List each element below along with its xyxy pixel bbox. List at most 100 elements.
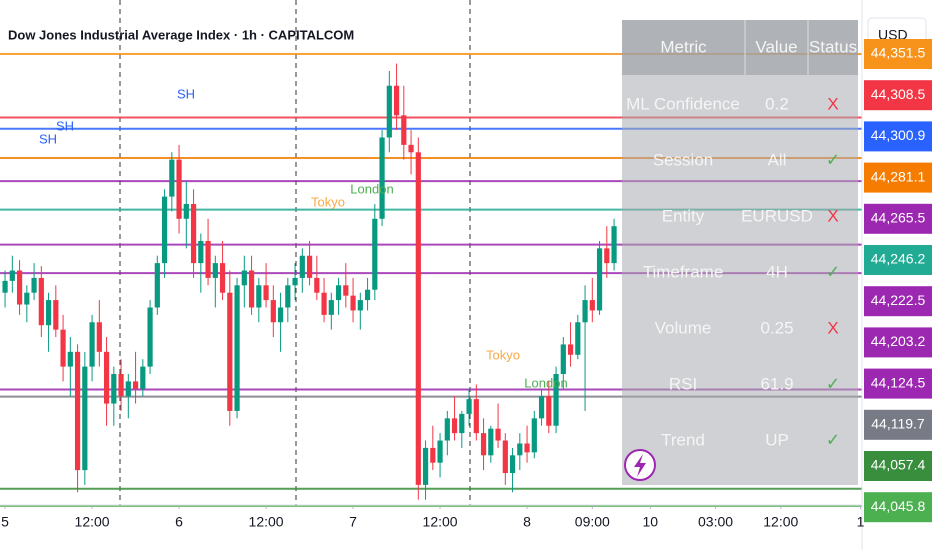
metric-value: All xyxy=(768,150,787,169)
candle-body xyxy=(444,418,450,441)
price-tag-label: 44,308.5 xyxy=(871,86,926,102)
price-tag xyxy=(864,327,932,358)
candle-body xyxy=(335,285,342,301)
price-tag-label: 44,281.1 xyxy=(871,168,926,184)
candle-body xyxy=(140,366,146,389)
metric-name: ML Confidence xyxy=(626,94,740,113)
price-tag xyxy=(864,492,932,523)
candle-body xyxy=(386,85,392,138)
candle-body xyxy=(219,263,226,293)
candle-body xyxy=(67,351,73,367)
price-tags: 44,351.5 44,308.5 44,300.9 44,281.1 44,265.5… xyxy=(864,39,932,523)
candle-body xyxy=(31,277,37,293)
alert-bolt xyxy=(634,454,646,477)
candle-body xyxy=(538,396,545,419)
candle-body xyxy=(553,374,559,426)
price-tag-label: 44,222.5 xyxy=(871,292,926,308)
metric-status: ✓ xyxy=(826,374,840,393)
candle-body xyxy=(299,255,305,278)
metric-status: ✓ xyxy=(826,150,840,169)
x-tick-label: 12:00 xyxy=(75,514,110,530)
price-tag-label: 44,045.8 xyxy=(871,498,926,514)
candle-body xyxy=(292,277,298,286)
x-tick-label: 09:00 xyxy=(575,514,610,530)
candle-body xyxy=(147,307,153,367)
candle-body xyxy=(183,204,189,219)
price-tag-label: 44,057.4 xyxy=(871,457,926,473)
candle-body xyxy=(256,285,262,308)
metric-status: X xyxy=(827,206,838,225)
metric-value: 0.2 xyxy=(765,94,789,113)
candle-body xyxy=(270,300,276,323)
currency: USD xyxy=(878,27,908,43)
candle-body xyxy=(111,374,117,404)
candle-body xyxy=(343,285,349,296)
candle-body xyxy=(567,344,574,355)
metric-name: Entity xyxy=(662,206,705,225)
candle-body xyxy=(422,447,429,485)
x-tick-label: 12:00 xyxy=(249,514,284,530)
price-tag xyxy=(864,121,932,152)
candle-body xyxy=(357,300,363,311)
x-tick-label: 12:00 xyxy=(423,514,458,530)
x-tick-label: 12:00 xyxy=(763,514,798,530)
table-header-bg xyxy=(622,20,858,75)
x-tick-label: 10 xyxy=(643,514,659,530)
x-tick-label: 7 xyxy=(349,514,357,530)
table-body xyxy=(622,20,858,485)
annotation: London xyxy=(350,181,393,196)
candle-body xyxy=(161,196,168,264)
candle-body xyxy=(596,248,603,311)
price-tag-label: 44,119.7 xyxy=(871,416,925,432)
session-separators xyxy=(119,0,471,505)
metric-status: ✓ xyxy=(826,430,840,449)
candle-body xyxy=(560,344,566,374)
candle-body xyxy=(176,159,182,219)
candle-body xyxy=(372,218,378,290)
chart-title: Dow Jones Industrial Average Index · 1h … xyxy=(8,27,354,42)
price-tag xyxy=(864,451,932,481)
metric-status: X xyxy=(827,318,838,337)
candle-body xyxy=(125,381,131,397)
candle-body xyxy=(350,295,356,311)
candle-body xyxy=(408,144,414,153)
x-tick-label: 5 xyxy=(1,514,9,530)
metric-value: UP xyxy=(765,430,789,449)
price-tag xyxy=(864,245,932,275)
candle-body xyxy=(430,447,436,463)
metric-name: Trend xyxy=(661,430,705,449)
candle-body xyxy=(103,351,110,404)
price-tag xyxy=(864,80,932,111)
x-axis: 5 12:00 6 12:00 7 12:00 8 09:00 10 03:00 12:00 1 xyxy=(1,505,865,530)
annotation: SH xyxy=(56,118,74,133)
price-tag xyxy=(864,368,932,399)
x-tick-label: 03:00 xyxy=(698,514,733,530)
price-tag-label: 44,351.5 xyxy=(871,45,926,61)
candle-body xyxy=(415,152,421,485)
x-tick-label: 1 xyxy=(857,514,865,530)
candle-body xyxy=(517,443,523,456)
candle-body xyxy=(234,285,240,411)
metric-name: Session xyxy=(653,150,713,169)
metric-name: Timeframe xyxy=(643,262,724,281)
candle-body xyxy=(321,292,327,315)
annotation: SH xyxy=(39,131,57,146)
metric-value: 4H xyxy=(766,262,788,281)
candle-body xyxy=(531,418,537,453)
candle-body xyxy=(437,440,443,463)
candle-body xyxy=(466,399,472,414)
price-tag xyxy=(864,203,932,234)
table-header: Metric xyxy=(660,37,707,56)
candle-body xyxy=(82,366,88,471)
x-tick-label: 6 xyxy=(175,514,183,530)
candle-body xyxy=(212,263,218,278)
candle-body xyxy=(2,280,8,293)
candle-body xyxy=(53,300,59,330)
candle-body xyxy=(96,322,102,352)
candle-body xyxy=(74,351,81,471)
metric-value: 61.9 xyxy=(760,374,793,393)
candle-body xyxy=(248,270,255,308)
